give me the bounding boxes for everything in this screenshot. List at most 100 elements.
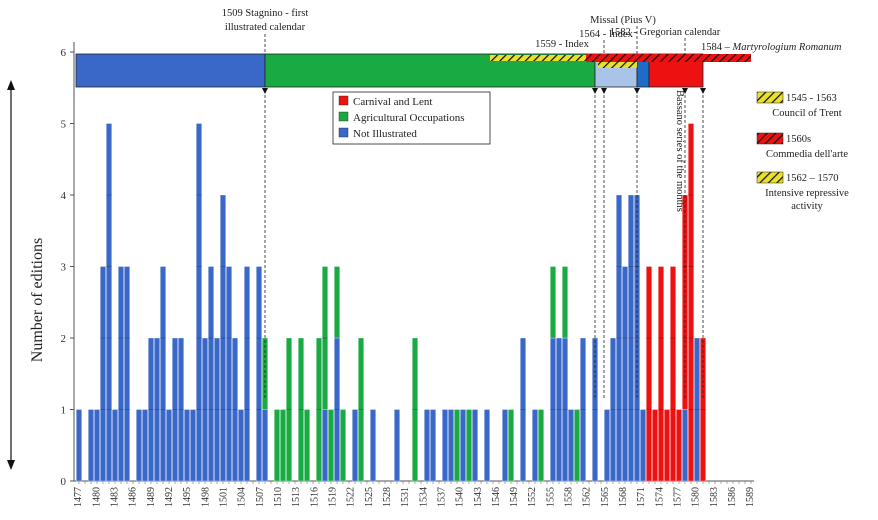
legend-swatch bbox=[338, 111, 349, 122]
y-tick-label: 2 bbox=[61, 333, 67, 345]
marker-label-1509-line2: illustrated calendar bbox=[225, 22, 306, 33]
x-tick-label: 1549 bbox=[509, 487, 520, 507]
x-tick-label: 1577 bbox=[673, 487, 684, 507]
bar-blue bbox=[202, 337, 208, 482]
bar-blue bbox=[640, 409, 646, 482]
bar-blue bbox=[106, 123, 112, 482]
x-tick-label: 1531 bbox=[400, 487, 411, 507]
side-legend-swatch bbox=[756, 91, 784, 104]
x-tick-label: 1525 bbox=[364, 487, 375, 507]
x-tick-label: 1486 bbox=[128, 487, 139, 507]
bar-green bbox=[340, 409, 346, 482]
marker-arrow bbox=[592, 88, 598, 94]
x-tick-label: 1519 bbox=[327, 487, 338, 507]
x-tick-label: 1516 bbox=[309, 487, 320, 507]
bar-blue bbox=[148, 337, 154, 482]
bar-blue bbox=[394, 409, 400, 482]
y-tick-label: 0 bbox=[61, 476, 67, 488]
bar-green bbox=[328, 409, 334, 482]
bar-blue bbox=[226, 266, 232, 482]
period-band bbox=[75, 53, 266, 88]
marker-arrow bbox=[601, 88, 607, 94]
bar-green bbox=[358, 337, 364, 482]
bar-blue bbox=[616, 194, 622, 482]
bar-blue bbox=[256, 266, 262, 482]
repressive-activity-hatch bbox=[598, 62, 637, 68]
bar-green bbox=[322, 266, 328, 410]
bar-green bbox=[286, 337, 292, 482]
bar-blue bbox=[568, 409, 574, 482]
bar-blue bbox=[178, 337, 184, 482]
bar-blue bbox=[448, 409, 454, 482]
x-tick-label: 1540 bbox=[455, 487, 466, 507]
bar-blue bbox=[442, 409, 448, 482]
bar-blue bbox=[604, 409, 610, 482]
bar-blue bbox=[352, 409, 358, 482]
marker-label-1584-year: 1584 – bbox=[701, 42, 733, 53]
x-tick-label: 1543 bbox=[473, 487, 484, 507]
x-tick-label: 1534 bbox=[418, 487, 429, 507]
bar-blue bbox=[172, 337, 178, 482]
bar-blue bbox=[424, 409, 430, 482]
bar-green bbox=[412, 337, 418, 482]
x-tick-label: 1583 bbox=[709, 487, 720, 507]
bassano-annotation: Bassano series of the months bbox=[674, 90, 685, 212]
bar-green bbox=[316, 337, 322, 482]
bar-green bbox=[562, 266, 568, 339]
bar-green bbox=[280, 409, 286, 482]
bar-red bbox=[664, 409, 670, 482]
y-tick-label: 5 bbox=[61, 119, 67, 131]
bar-blue bbox=[370, 409, 376, 482]
bar-blue bbox=[124, 266, 130, 482]
bar-red bbox=[670, 266, 676, 482]
side-legend-line1: 1562 – 1570 bbox=[786, 173, 839, 184]
x-tick-label: 1552 bbox=[527, 487, 538, 507]
x-tick-label: 1510 bbox=[273, 487, 284, 507]
bar-blue bbox=[94, 409, 100, 482]
y-tick-label: 4 bbox=[61, 190, 67, 202]
bar-blue bbox=[502, 409, 508, 482]
side-legend-line2-cont: activity bbox=[791, 201, 823, 212]
legend-label: Carnival and Lent bbox=[353, 96, 432, 108]
x-tick-label: 1507 bbox=[255, 487, 266, 507]
marker-label-1584: 1584 – Martyrologium Romanum bbox=[701, 42, 842, 53]
bar-blue bbox=[118, 266, 124, 482]
side-legend-swatch bbox=[756, 171, 784, 184]
bar-blue bbox=[220, 194, 226, 482]
bar-blue bbox=[556, 337, 562, 482]
bar-green bbox=[298, 337, 304, 482]
marker-label-missal: Missal (Pius V) bbox=[590, 15, 656, 26]
side-legend-swatch bbox=[756, 132, 784, 145]
bar-red bbox=[652, 409, 658, 482]
marker-arrow bbox=[682, 88, 688, 94]
marker-label-1582: 1582 - Gregorian calendar bbox=[610, 27, 721, 38]
bar-green bbox=[262, 337, 268, 410]
x-tick-label: 1580 bbox=[691, 487, 702, 507]
bar-blue bbox=[472, 409, 478, 482]
side-legend-line2: Commedia dell'arte bbox=[766, 149, 848, 160]
bar-blue bbox=[460, 409, 466, 482]
bar-blue bbox=[196, 123, 202, 482]
bar-blue bbox=[580, 337, 586, 482]
x-tick-label: 1492 bbox=[164, 487, 175, 507]
x-tick-label: 1480 bbox=[91, 487, 102, 507]
x-tick-label: 1546 bbox=[491, 487, 502, 507]
bar-red bbox=[676, 409, 682, 482]
bar-green bbox=[454, 409, 460, 482]
x-tick-label: 1537 bbox=[436, 487, 447, 507]
x-tick-label: 1586 bbox=[727, 487, 738, 507]
bar-blue bbox=[238, 409, 244, 482]
x-tick-label: 1574 bbox=[654, 487, 665, 507]
x-tick-label: 1504 bbox=[237, 487, 248, 507]
y-arrow-head-up bbox=[7, 80, 15, 90]
x-tick-label: 1501 bbox=[218, 487, 229, 507]
legend-swatch bbox=[338, 127, 349, 138]
marker-arrow bbox=[634, 88, 640, 94]
bar-blue bbox=[142, 409, 148, 482]
x-tick-label: 1477 bbox=[73, 487, 84, 507]
legend-box bbox=[332, 91, 491, 145]
x-tick-label: 1489 bbox=[146, 487, 157, 507]
bar-green bbox=[550, 266, 556, 339]
side-legend-line1: 1545 - 1563 bbox=[786, 93, 837, 104]
